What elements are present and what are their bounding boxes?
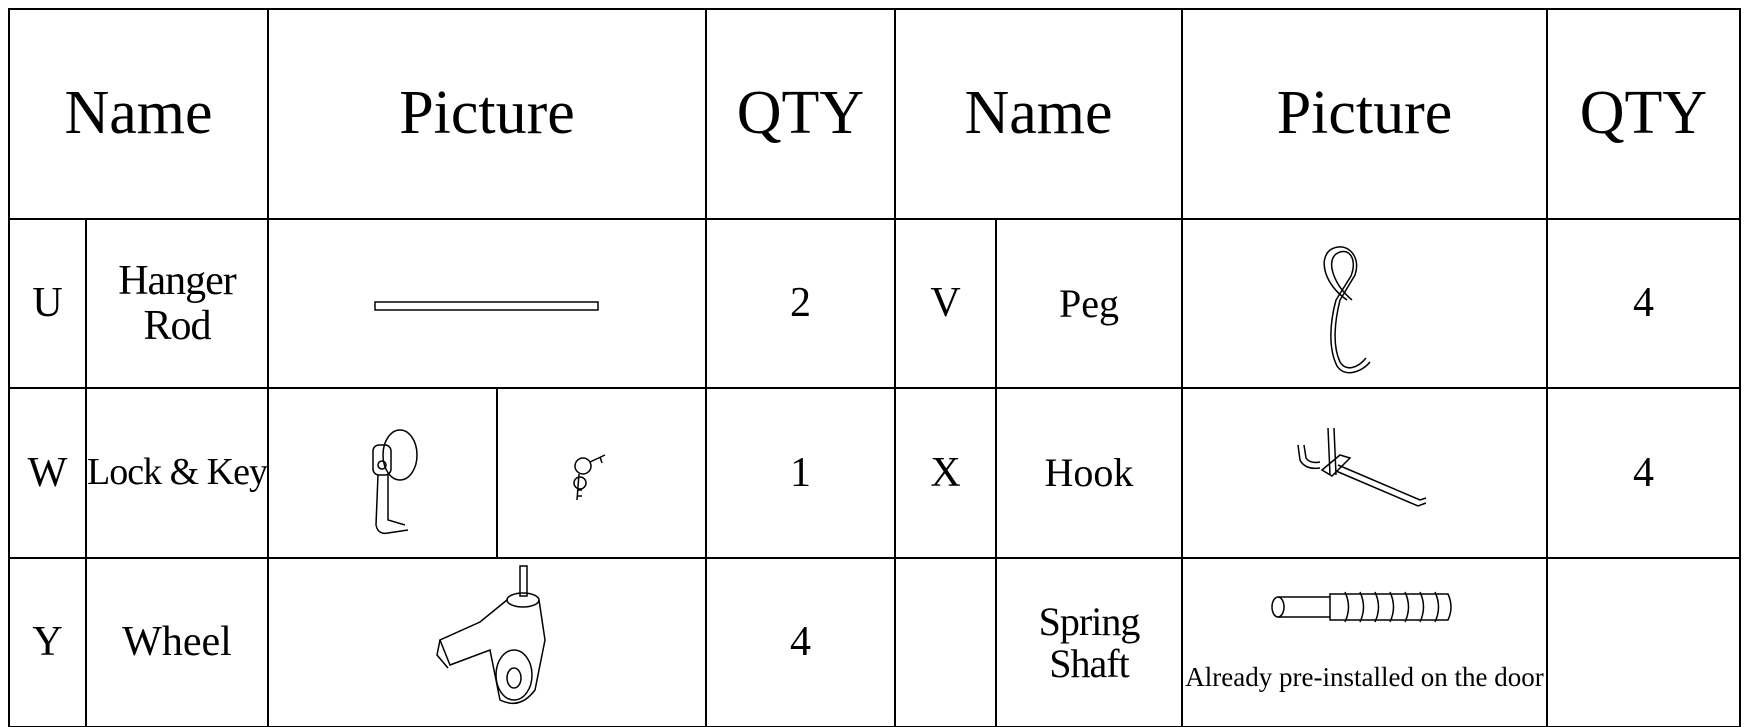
hanger-rod-icon xyxy=(374,301,599,311)
item-name: Spring Shaft xyxy=(1038,598,1141,686)
wheel-icon xyxy=(436,565,546,705)
grid xyxy=(8,8,1741,727)
item-qty: 2 xyxy=(790,280,811,327)
header-cell: Picture xyxy=(399,79,575,148)
item-letter: V xyxy=(930,280,961,327)
item-letter: Y xyxy=(32,619,63,666)
header-cell: Name xyxy=(64,79,213,148)
item-name: Hook xyxy=(1044,450,1134,495)
header-cell: Picture xyxy=(1276,79,1453,148)
lock-icon xyxy=(372,429,418,535)
header-cell: QTY xyxy=(736,79,865,148)
item-qty: 4 xyxy=(790,619,811,666)
item-qty: 4 xyxy=(1633,449,1654,496)
item-name: Lock & Key xyxy=(87,451,268,494)
item-name: Peg xyxy=(1059,280,1119,326)
spring-shaft-icon xyxy=(1271,591,1452,623)
item-name: Wheel xyxy=(122,619,232,666)
item-letter: X xyxy=(930,449,961,496)
key-icon xyxy=(573,454,606,501)
header-cell: Name xyxy=(964,79,1113,148)
header-cell: QTY xyxy=(1579,79,1708,148)
hook-icon xyxy=(1297,427,1427,507)
peg-icon xyxy=(1323,246,1371,374)
item-letter: W xyxy=(27,449,68,496)
item-name: Hanger Rod xyxy=(118,258,237,349)
item-qty: 1 xyxy=(790,449,811,496)
item-qty: 4 xyxy=(1633,280,1654,327)
item-note: Already pre-installed on the door xyxy=(1185,662,1544,693)
item-letter: U xyxy=(32,280,63,327)
